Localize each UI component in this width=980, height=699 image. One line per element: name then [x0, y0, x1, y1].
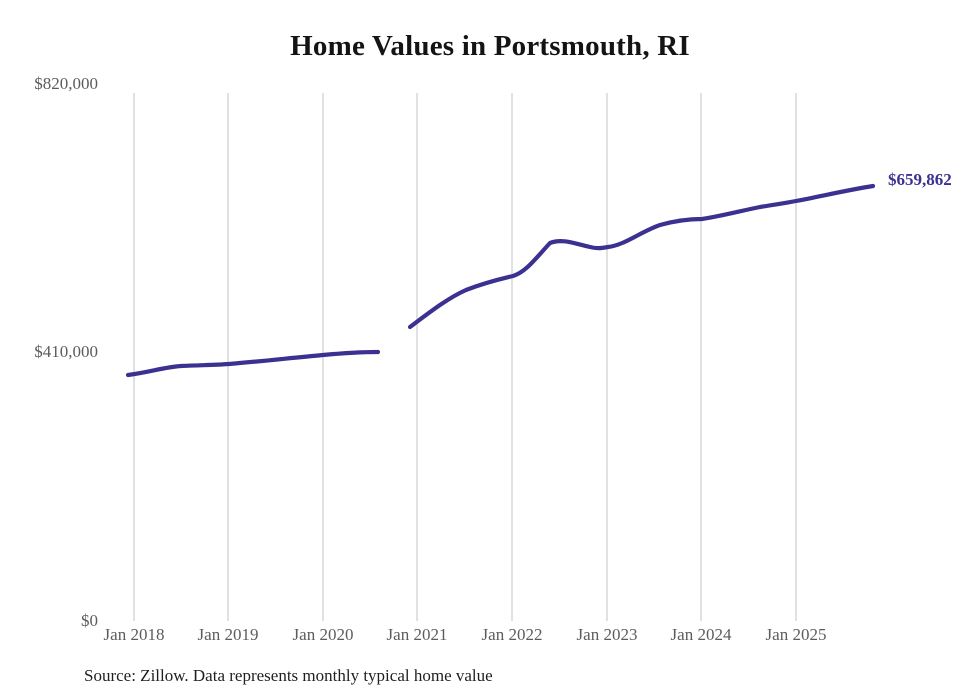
x-axis-tick-jan-2019: Jan 2019	[197, 625, 259, 644]
page-title: Home Values in Portsmouth, RI	[290, 30, 690, 62]
x-axis-tick-jan-2024: Jan 2024	[670, 625, 732, 644]
x-axis-tick-jan-2025: Jan 2025	[765, 625, 827, 644]
x-axis-tick-jan-2021: Jan 2021	[386, 625, 448, 644]
data-series-typical-home-value	[125, 183, 876, 378]
x-axis-tick-jan-2018: Jan 2018	[103, 625, 165, 644]
gridlines	[133, 93, 797, 621]
source-note: Source: Zillow. Data represents monthly …	[84, 666, 493, 685]
series-end-value-annotation: $659,862	[888, 170, 952, 189]
x-axis-tick-jan-2023: Jan 2023	[576, 625, 638, 644]
x-axis-tick-jan-2020: Jan 2020	[292, 625, 354, 644]
y-axis-tick-0: $0	[81, 611, 98, 630]
series-line-segment-early	[125, 349, 381, 378]
y-axis-tick-410000: $410,000	[34, 342, 98, 361]
series-line-segment-late	[407, 183, 876, 330]
x-axis-tick-jan-2022: Jan 2022	[481, 625, 543, 644]
y-axis-tick-820000: $820,000	[34, 74, 98, 93]
